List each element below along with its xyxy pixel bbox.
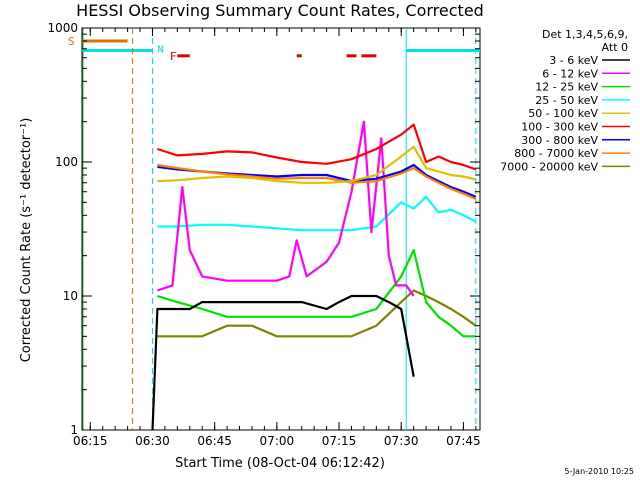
series-line-2 [157,249,476,338]
legend-title-line-2: Att 0 [602,41,628,54]
x-tick-label-5: 07:30 [384,434,419,448]
legend-title-line-1: Det 1,3,4,5,6,9, [542,28,628,41]
series-layer [151,120,477,431]
plot-frame [81,27,481,431]
series-line-7 [157,163,477,200]
y-tick-label-0: 1 [70,423,78,437]
x-tick-label-2: 06:45 [197,434,232,448]
y-axis-label: Corrected Count Rate (s⁻¹ detector⁻¹) [19,118,34,363]
flag-layer: S N F [68,28,480,430]
legend-label-8: 7000 - 20000 keV [500,160,598,173]
legend-label-0: 3 - 6 keV [549,54,598,67]
axis-ticks: 06:15 06:30 06:45 07:00 07:15 07:30 07:45 1 10 10… [47,21,480,448]
n-flag-label: N [157,44,163,55]
x-tick-label-3: 07:00 [260,434,295,448]
series-line-3 [157,195,477,232]
footer-date: 5-Jan-2010 10:25 [564,467,634,476]
legend-label-5: 100 - 300 keV [521,121,598,134]
series-line-0 [151,294,415,431]
legend-label-6: 300 - 800 keV [521,134,598,147]
f-flag-label: F [170,50,177,63]
legend-label-2: 12 - 25 keV [535,81,598,94]
x-tick-label-1: 06:30 [135,434,170,448]
x-tick-label-6: 07:45 [446,434,481,448]
chart-title: HESSI Observing Summary Count Rates, Cor… [76,1,484,20]
series-line-4 [157,145,477,184]
x-tick-label-0: 06:15 [73,434,108,448]
legend-label-4: 50 - 100 keV [528,107,598,120]
s-flag-label: S [68,35,75,48]
y-tick-label-3: 1000 [47,21,78,35]
legend-label-1: 6 - 12 keV [542,67,598,80]
series-line-1 [157,120,415,297]
y-tick-label-2: 100 [55,155,78,169]
legend-label-3: 25 - 50 keV [535,94,598,107]
y-tick-label-1: 10 [63,289,78,303]
series-line-5 [157,123,477,171]
x-axis-label: Start Time (08-Oct-04 06:12:42) [175,456,385,471]
x-tick-label-4: 07:15 [322,434,357,448]
legend-label-7: 800 - 7000 keV [514,147,598,160]
series-line-8 [157,289,477,338]
